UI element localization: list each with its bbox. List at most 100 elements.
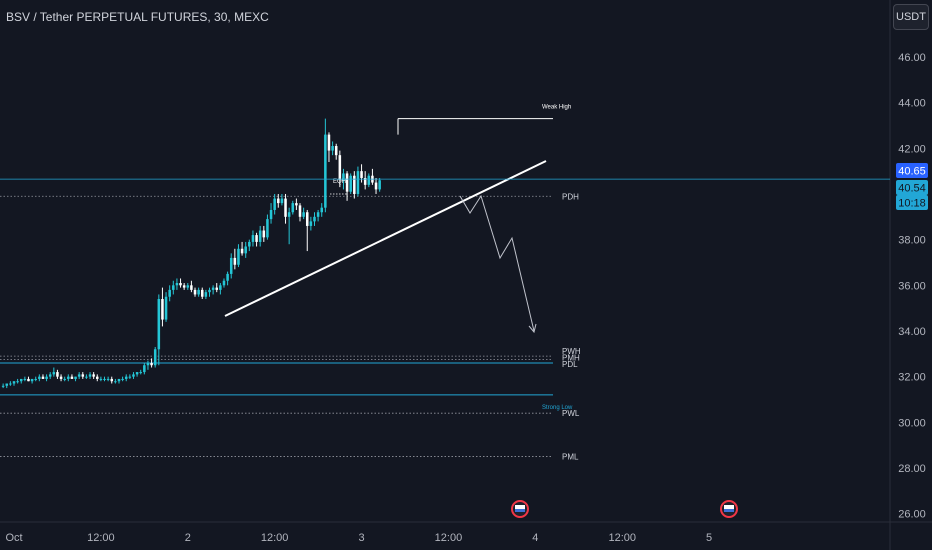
candle bbox=[135, 372, 139, 377]
candle bbox=[374, 177, 378, 194]
level-label-pdh: PDH bbox=[562, 192, 579, 201]
candle bbox=[186, 283, 190, 290]
candle-body bbox=[313, 216, 316, 222]
candle bbox=[334, 143, 338, 160]
candle-series bbox=[1, 118, 381, 389]
strong-low-label: Strong Low bbox=[542, 405, 573, 411]
candle-body bbox=[52, 372, 56, 375]
last-price-badge-text: 40.65 bbox=[898, 166, 926, 178]
candle-body bbox=[175, 283, 179, 286]
candle-body bbox=[309, 221, 313, 226]
level-label-pdl: PDL bbox=[562, 360, 578, 369]
candle-body bbox=[190, 285, 193, 290]
candle bbox=[67, 374, 70, 382]
price-tick-label: 46.00 bbox=[898, 52, 926, 64]
candle bbox=[353, 171, 356, 199]
candle bbox=[96, 374, 99, 382]
candle bbox=[23, 376, 27, 382]
candle bbox=[378, 177, 381, 192]
candle-body bbox=[211, 287, 215, 290]
candle-body bbox=[244, 246, 247, 254]
candle bbox=[139, 369, 142, 375]
candle-body bbox=[182, 285, 186, 288]
candle-body bbox=[135, 372, 139, 375]
candle-body bbox=[99, 378, 103, 380]
candle-body bbox=[56, 372, 59, 377]
candle bbox=[305, 209, 309, 252]
candle bbox=[179, 278, 182, 288]
candle bbox=[251, 230, 255, 247]
candle bbox=[45, 374, 48, 382]
candle-body bbox=[353, 175, 356, 194]
price-tick-label: 28.00 bbox=[898, 463, 926, 475]
candle bbox=[153, 346, 157, 368]
candle-body bbox=[367, 175, 371, 185]
candle-body bbox=[77, 374, 81, 377]
time-tick-label: 12:00 bbox=[435, 532, 463, 544]
last-price-badge-bg bbox=[896, 163, 928, 178]
candle bbox=[204, 289, 208, 300]
candle bbox=[338, 150, 342, 188]
secondary-price-badge: 40.54 bbox=[896, 180, 928, 195]
countdown-badge-text: 10:18 bbox=[898, 198, 926, 210]
us-flag-stripe bbox=[724, 509, 734, 512]
trend-line bbox=[224, 160, 547, 317]
us-flag-stripe bbox=[515, 505, 525, 509]
candle bbox=[34, 376, 37, 382]
candle bbox=[240, 241, 244, 256]
candle bbox=[16, 378, 19, 384]
candle-body bbox=[219, 285, 222, 290]
projection-arrowhead bbox=[528, 323, 537, 334]
candle-body bbox=[345, 173, 349, 192]
candle bbox=[1, 383, 5, 389]
chart-drawings: Weak High EQH Strong Low bbox=[224, 105, 738, 518]
candle-body bbox=[172, 285, 175, 290]
candle bbox=[367, 173, 371, 188]
level-label-pmh: PMH bbox=[562, 354, 580, 363]
candle bbox=[255, 232, 258, 247]
candle-body bbox=[96, 376, 99, 379]
us-flag-stripe bbox=[724, 505, 734, 509]
currency-button[interactable]: USDT bbox=[893, 4, 929, 30]
candle bbox=[30, 378, 34, 384]
candle-body bbox=[374, 182, 378, 190]
last-price-badge: 40.65 bbox=[896, 163, 928, 178]
candle-body bbox=[186, 285, 190, 288]
candle bbox=[226, 271, 229, 286]
candle bbox=[190, 280, 193, 293]
candle-body bbox=[363, 177, 367, 185]
price-tick-label: 44.00 bbox=[898, 98, 926, 110]
candle-body bbox=[215, 287, 219, 290]
candle bbox=[56, 369, 59, 379]
candle-body bbox=[150, 362, 153, 366]
candle bbox=[262, 225, 266, 242]
price-markers: 40.65 40.54 10:18 bbox=[0, 163, 928, 210]
candle bbox=[237, 244, 240, 268]
candle bbox=[211, 285, 215, 295]
candle-body bbox=[74, 376, 77, 379]
candle-body bbox=[157, 299, 161, 350]
candle bbox=[248, 239, 251, 252]
candle bbox=[349, 173, 352, 194]
candle bbox=[324, 118, 327, 213]
time-tick-label: 4 bbox=[532, 532, 538, 544]
candle bbox=[150, 358, 153, 368]
candle bbox=[345, 171, 349, 201]
candle-body bbox=[161, 299, 164, 320]
candle bbox=[132, 372, 135, 379]
candle-body bbox=[38, 376, 41, 379]
candle-body bbox=[287, 212, 291, 217]
candle-body bbox=[302, 212, 305, 217]
candle-body bbox=[277, 198, 280, 204]
price-tick-label: 38.00 bbox=[898, 235, 926, 247]
candle-body bbox=[45, 376, 48, 379]
candle bbox=[284, 193, 287, 224]
level-label-pwh: PWH bbox=[562, 347, 581, 356]
candle-body bbox=[320, 207, 323, 213]
candle-body bbox=[266, 219, 269, 238]
candle bbox=[302, 207, 305, 220]
candle-body bbox=[132, 374, 135, 377]
candle-body bbox=[59, 376, 63, 379]
time-tick-label: 5 bbox=[706, 532, 712, 544]
